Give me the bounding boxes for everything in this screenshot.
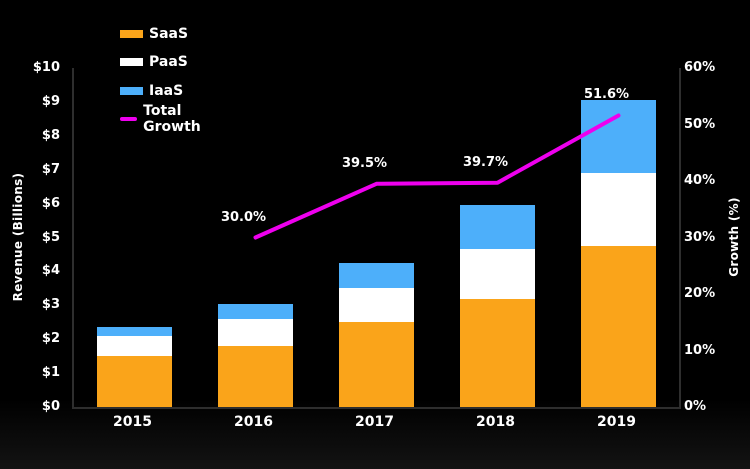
legend-label: IaaS xyxy=(149,82,184,99)
bar-segment-iaas-2017 xyxy=(339,262,414,289)
bar-segment-paas-2018 xyxy=(460,249,535,299)
legend-swatch-iaas-icon xyxy=(120,86,143,95)
left-axis-tick-label: $0 xyxy=(41,399,60,414)
right-axis-tick-label: 60% xyxy=(684,60,716,75)
left-axis-tick-label: $8 xyxy=(41,127,60,143)
left-axis-tick-label: $4 xyxy=(41,263,60,279)
x-axis-tick-label: 2018 xyxy=(476,414,515,430)
growth-data-label: 39.5% xyxy=(341,155,388,171)
x-axis-tick-label: 2017 xyxy=(355,414,394,430)
x-axis-tick-label: 2019 xyxy=(597,414,636,430)
bar-segment-saas-2016 xyxy=(218,345,293,407)
bar-segment-paas-2016 xyxy=(218,318,293,346)
bar-segment-paas-2015 xyxy=(97,335,172,357)
bar-segment-paas-2017 xyxy=(339,288,414,323)
x-axis-tick-label: 2016 xyxy=(234,414,273,430)
left-axis-tick-label: $2 xyxy=(41,331,60,347)
x-axis-tick-label: 2015 xyxy=(113,414,152,430)
legend-label: Total Growth xyxy=(143,102,201,135)
right-axis-tick-label: 0% xyxy=(684,399,707,414)
bar-segment-iaas-2015 xyxy=(97,327,172,336)
bar-segment-saas-2017 xyxy=(339,322,414,407)
total-growth-line xyxy=(253,113,621,240)
legend-item-iaas: IaaS xyxy=(120,83,183,99)
left-axis-tick-label: $1 xyxy=(41,365,60,381)
left-axis-tick-label: $10 xyxy=(32,60,60,75)
bar-segment-saas-2015 xyxy=(97,356,172,407)
plot-area xyxy=(72,68,681,409)
right-axis-tick-label: 40% xyxy=(684,173,716,188)
right-axis-tick-label: 20% xyxy=(684,286,716,301)
total-growth-polyline xyxy=(253,113,621,240)
left-axis-tick-label: $9 xyxy=(41,93,60,109)
bar-segment-saas-2018 xyxy=(460,298,535,407)
left-axis-tick-label: $3 xyxy=(41,297,60,313)
left-axis-tick-label: $6 xyxy=(41,195,60,211)
growth-data-label: 30.0% xyxy=(220,209,267,225)
right-axis-tick-label: 50% xyxy=(684,116,716,132)
legend-item-saas: SaaS xyxy=(120,26,188,42)
growth-data-label: 39.7% xyxy=(462,154,509,170)
bar-segment-iaas-2018 xyxy=(460,205,535,250)
left-axis-tick-label: $5 xyxy=(41,229,60,245)
legend-swatch-total-growth-icon xyxy=(120,116,138,121)
bar-segment-saas-2019 xyxy=(581,245,656,407)
right-axis-tick-label: 10% xyxy=(684,342,716,358)
legend-item-paas: PaaS xyxy=(120,54,188,70)
bar-segment-paas-2019 xyxy=(581,173,656,246)
right-axis-tick-label: 30% xyxy=(684,229,716,245)
left-axis-tick-label: $7 xyxy=(41,161,60,177)
legend-label: SaaS xyxy=(149,26,189,42)
bar-segment-iaas-2019 xyxy=(581,100,656,174)
growth-data-label: 51.6% xyxy=(583,87,630,103)
bar-segment-iaas-2016 xyxy=(218,303,293,319)
legend-item-total-growth: Total Growth xyxy=(120,103,210,135)
legend-label: PaaS xyxy=(149,54,188,71)
legend-swatch-paas-icon xyxy=(120,58,143,67)
legend-swatch-saas-icon xyxy=(120,30,143,38)
